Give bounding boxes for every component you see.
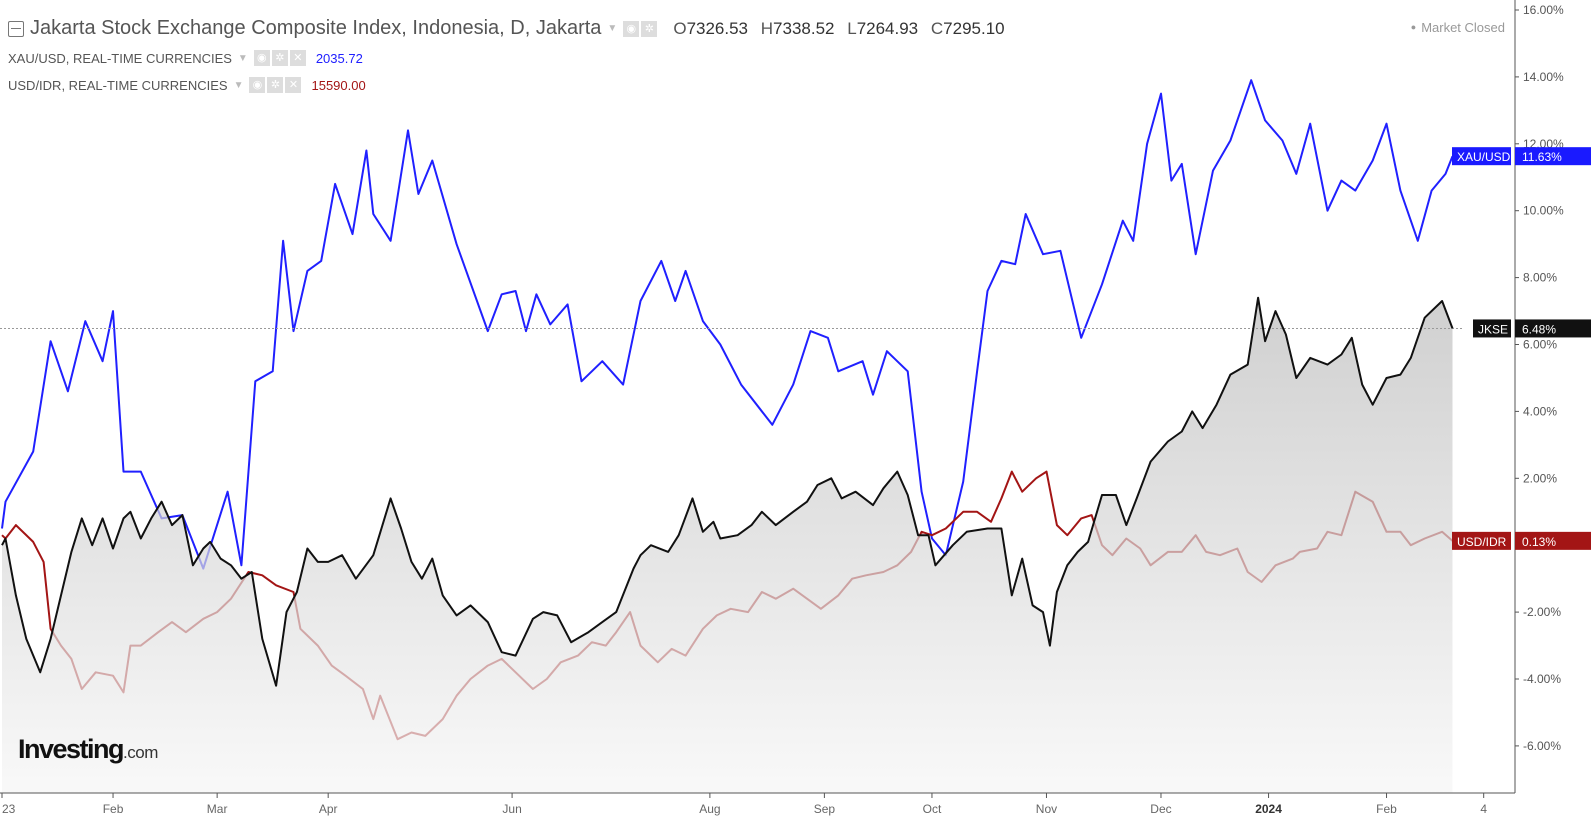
series-tag-name: JKSE [1478,322,1508,336]
x-tick-label: Feb [1376,802,1397,816]
high-label: H [760,18,774,38]
x-tick-label: 23 [2,802,16,816]
series-tag-value: 6.48% [1522,322,1556,336]
gear-icon[interactable]: ✲ [641,20,658,37]
series-value-tag-usdidr [1515,531,1591,550]
y-tick-label: 2.00% [1523,471,1557,485]
x-tick-label: Nov [1036,802,1057,816]
close-value: 7295.10 [943,18,1005,38]
overlay-value: 2035.72 [315,50,363,66]
series-line-jkse [1,296,1454,687]
series-tag-name: XAU/USD [1457,150,1511,164]
x-tick-label: Oct [923,802,942,816]
eye-icon[interactable]: ◉ [623,20,640,37]
investing-logo: Investing.com [18,734,158,765]
x-tick-label: 4 [1480,802,1487,816]
series-tag-xauusd [1452,147,1511,166]
x-tick-label: Dec [1150,802,1171,816]
series-tag-value: 0.13% [1522,535,1556,549]
series-value-tag-xauusd [1515,147,1591,166]
market-status: Market Closed [1411,20,1505,35]
low-value: 7264.93 [856,18,919,38]
ohlc-values: O7326.53 H7338.52 L7264.93 C7295.10 [665,19,1004,39]
y-tick-label: -6.00% [1523,739,1561,753]
open-value: 7326.53 [686,18,749,38]
jkse-area-fill [2,297,1453,793]
x-tick-label: Sep [814,802,836,816]
open-label: O [673,18,687,38]
x-tick-label: Jun [502,802,521,816]
overlay-row-usdidr: USD/IDR, REAL-TIME CURRENCIES ▼ ◉ ✲ ✕ 15… [8,77,366,93]
y-tick-label: -4.00% [1523,672,1561,686]
logo-main: Investing [18,734,125,764]
gear-icon[interactable]: ✲ [271,50,288,66]
series-tag-value: 11.63% [1522,150,1562,164]
high-value: 7338.52 [773,18,835,38]
chevron-down-icon[interactable]: ▼ [233,79,244,91]
collapse-icon[interactable] [8,20,24,37]
eye-icon[interactable]: ◉ [253,50,270,66]
x-tick-label: Apr [319,802,338,816]
y-tick-label: 8.00% [1523,271,1557,285]
gear-icon[interactable]: ✲ [267,77,284,93]
overlay-label[interactable]: USD/IDR, REAL-TIME CURRENCIES [8,77,228,93]
y-tick-label: -2.00% [1523,605,1561,619]
overlay-label[interactable]: XAU/USD, REAL-TIME CURRENCIES [8,50,232,66]
close-icon[interactable]: ✕ [289,50,306,66]
chevron-down-icon[interactable]: ▼ [607,23,618,34]
series-tag-name: USD/IDR [1457,535,1507,549]
y-tick-label: 6.00% [1523,338,1557,352]
chart-title[interactable]: Jakarta Stock Exchange Composite Index, … [30,17,602,39]
x-tick-label: 2024 [1255,802,1282,816]
y-tick-label: 16.00% [1523,3,1564,17]
chevron-down-icon[interactable]: ▼ [237,52,248,64]
logo-suffix: .com [123,743,158,762]
x-tick-label: Feb [103,802,124,816]
overlay-value: 15590.00 [311,77,366,93]
x-tick-label: Aug [699,802,720,816]
series-value-tag-jkse [1515,319,1591,338]
eye-icon[interactable]: ◉ [249,77,266,93]
series-tag-usdidr [1452,531,1511,550]
y-tick-label: 10.00% [1523,204,1564,218]
overlay-row-xauusd: XAU/USD, REAL-TIME CURRENCIES ▼ ◉ ✲ ✕ 20… [8,50,363,66]
series-line-xauusd [1,79,1454,570]
low-label: L [847,18,857,38]
series-tag-jkse [1473,319,1511,338]
y-tick-label: 14.00% [1523,70,1564,84]
y-tick-label: 4.00% [1523,404,1557,418]
x-tick-label: Mar [207,802,228,816]
chart-title-row: Jakarta Stock Exchange Composite Index, … [8,17,1005,40]
close-icon[interactable]: ✕ [285,77,302,93]
close-label: C [930,18,944,38]
